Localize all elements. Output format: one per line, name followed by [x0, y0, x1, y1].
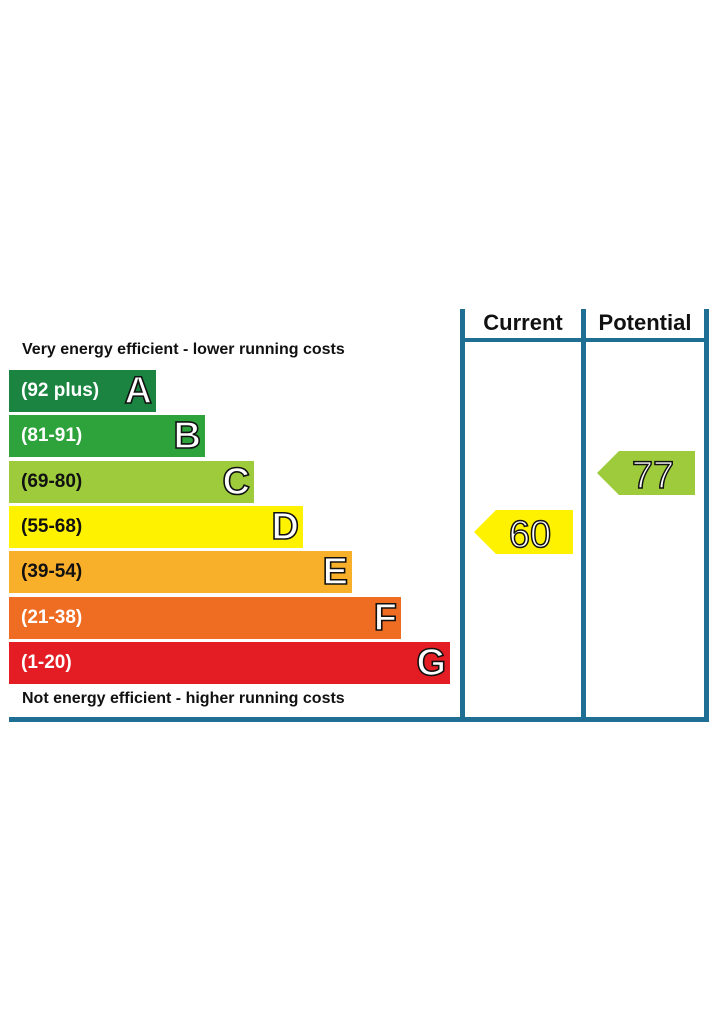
column-divider-left	[460, 309, 465, 721]
potential-rating-value: 77	[632, 455, 674, 497]
band-d: (55-68) D	[9, 505, 303, 549]
frame-bottom-line	[9, 717, 709, 722]
band-e: (39-54) E	[9, 550, 352, 594]
band-c-range: (69-80)	[21, 471, 83, 492]
band-d-letter: D	[271, 505, 300, 549]
band-e-letter: E	[322, 550, 349, 594]
band-a-letter: A	[124, 369, 153, 413]
band-f-letter: F	[373, 596, 398, 640]
band-a: (92 plus) A	[9, 369, 156, 413]
band-d-range: (55-68)	[21, 516, 83, 537]
current-rating-shape	[474, 510, 573, 554]
column-divider-right	[704, 309, 709, 721]
band-c: (69-80) C	[9, 460, 254, 504]
current-rating-value: 60	[509, 514, 551, 556]
band-g-range: (1-20)	[21, 652, 72, 673]
band-e-range: (39-54)	[21, 561, 83, 582]
column-header-potential: Potential	[598, 310, 692, 335]
band-b-range: (81-91)	[21, 425, 83, 446]
bottom-caption: Not energy efficient - higher running co…	[22, 690, 345, 707]
band-b: (81-91) B	[9, 414, 205, 458]
current-rating-arrow: 60	[474, 510, 573, 556]
band-a-range: (92 plus)	[21, 380, 100, 401]
potential-rating-arrow: 77	[597, 451, 695, 497]
band-f-range: (21-38)	[21, 607, 83, 628]
column-divider-middle	[581, 309, 586, 721]
column-header-current: Current	[483, 310, 563, 335]
top-caption: Very energy efficient - lower running co…	[22, 341, 345, 358]
band-g: (1-20) G	[9, 641, 450, 685]
potential-rating-shape	[597, 451, 695, 495]
band-f: (21-38) F	[9, 596, 401, 640]
band-g-letter: G	[416, 641, 447, 685]
band-b-letter: B	[173, 414, 202, 458]
band-c-letter: C	[222, 460, 251, 504]
